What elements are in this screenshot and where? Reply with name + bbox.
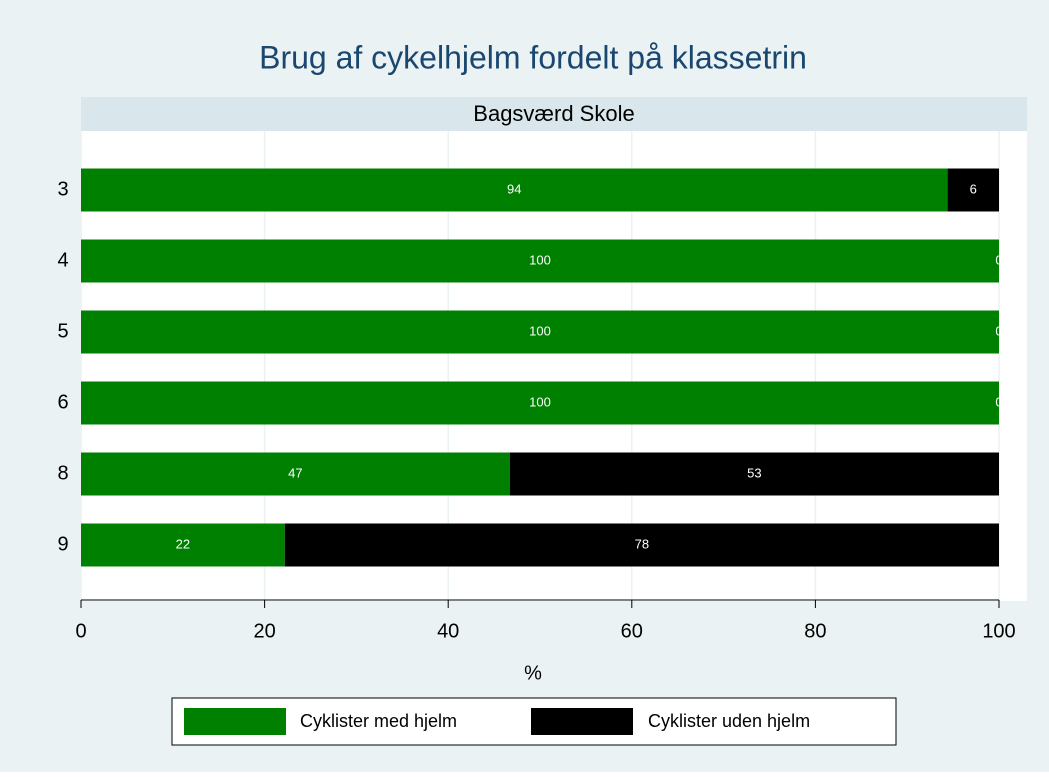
value-label: 22 [176,536,190,551]
value-label: 0 [995,394,1002,409]
x-tick-label: 100 [982,620,1015,642]
x-tick-label: 0 [75,620,86,642]
legend-swatch [531,708,633,735]
x-tick-label: 80 [804,620,826,642]
bar [81,168,948,212]
x-tick-label: 20 [253,620,275,642]
y-tick-label: 8 [57,462,68,484]
bar [81,310,999,354]
value-label: 94 [507,181,521,196]
bar [81,239,999,283]
subtitle: Bagsværd Skole [473,101,634,126]
legend-box [171,697,897,746]
bar [509,452,999,496]
y-tick-label: 5 [57,320,68,342]
value-label: 78 [635,536,649,551]
bar [81,523,285,567]
x-axis-title: % [524,662,542,684]
value-label: 0 [995,252,1002,267]
chart-title: Brug af cykelhjelm fordelt på klassetrin [259,39,807,75]
legend-label: Cyklister uden hjelm [648,711,810,731]
y-tick-label: 3 [57,178,68,200]
value-label: 6 [970,181,977,196]
bar [81,452,510,496]
legend-swatch [184,708,286,735]
x-tick-label: 60 [621,620,643,642]
bar [947,168,999,212]
x-tick-label: 40 [437,620,459,642]
value-label: 0 [995,323,1002,338]
value-label: 47 [288,465,302,480]
y-tick-label: 4 [57,249,68,271]
bar [284,523,999,567]
y-tick-label: 6 [57,391,68,413]
value-label: 100 [529,394,551,409]
value-label: 100 [529,252,551,267]
legend-label: Cyklister med hjelm [300,711,457,731]
subtitle-band [81,97,1027,131]
bar [81,381,999,425]
y-tick-label: 9 [57,533,68,555]
value-label: 100 [529,323,551,338]
value-label: 53 [747,465,761,480]
